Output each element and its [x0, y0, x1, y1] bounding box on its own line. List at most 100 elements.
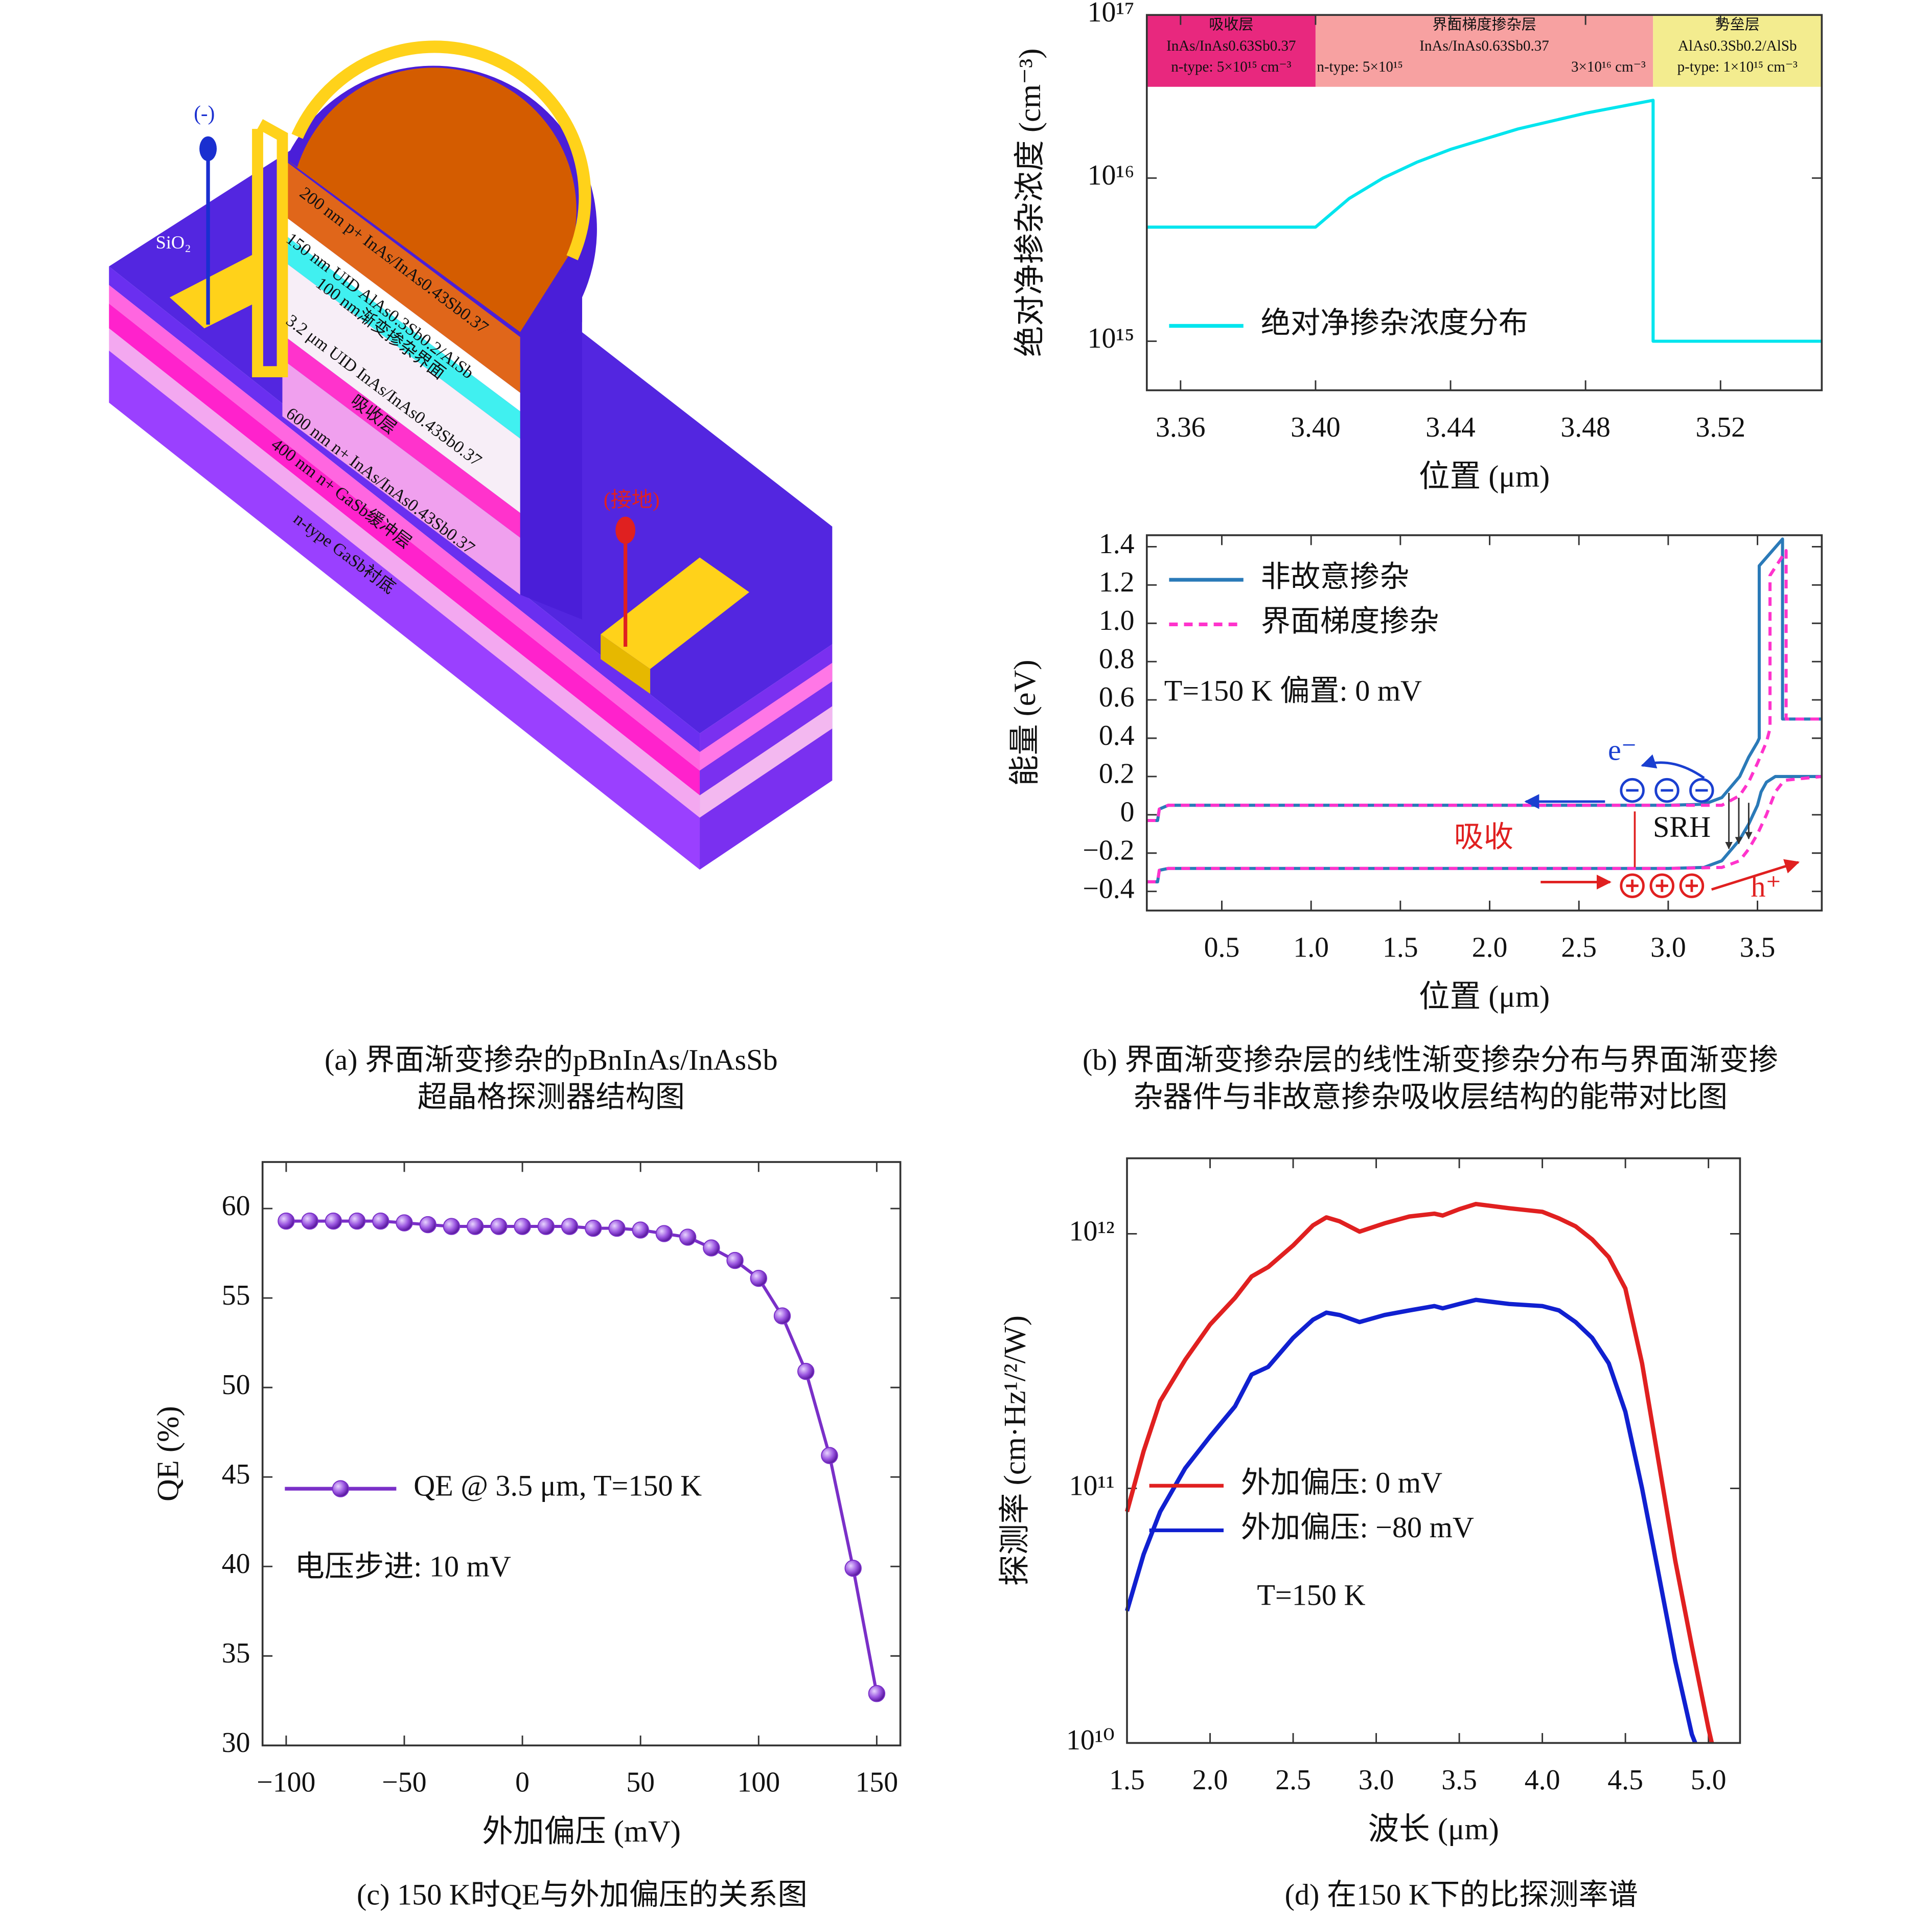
data-point: [325, 1212, 342, 1230]
y-tick-label: 10¹¹: [1069, 1470, 1115, 1501]
mesa-layer: [282, 260, 520, 513]
x-axis-label: 外加偏压 (mV): [482, 1815, 681, 1849]
y-tick-label: 1.0: [1099, 605, 1135, 636]
data-point: [844, 1559, 862, 1577]
data-point: [561, 1218, 579, 1235]
plot-frame: [261, 1161, 902, 1747]
mesa-layer: [282, 233, 520, 439]
caption: 杂器件与非故意掺杂吸收层结构的能带对比图: [1133, 1080, 1728, 1113]
data-point: [514, 1218, 531, 1235]
region-label: InAs/InAs0.63Sb0.37: [1166, 38, 1296, 54]
y-tick-label: 10¹⁶: [1088, 160, 1135, 191]
x-axis-label: 位置 (μm): [1419, 460, 1550, 494]
region-label: InAs/InAs0.63Sb0.37: [1419, 38, 1549, 54]
x-tick-label: 3.5: [1441, 1764, 1477, 1796]
x-tick-label: 150: [856, 1767, 899, 1798]
mesa-layer: [282, 334, 520, 538]
region-label: 势垒层: [1715, 16, 1760, 33]
legend-label: 外加偏压: −80 mV: [1241, 1511, 1474, 1544]
x-tick-label: 0.5: [1204, 931, 1240, 963]
region: [1315, 15, 1653, 87]
y-tick-label: 0.6: [1099, 681, 1135, 713]
legend-label: 绝对净掺杂浓度分布: [1261, 306, 1528, 339]
data-point: [301, 1212, 318, 1230]
y-tick-label: 35: [222, 1637, 250, 1669]
region-label: n-type: 5×10¹⁵: [1317, 59, 1402, 75]
chart: 0.5 1.0 1.5 2.0 2.5 3.0 3.5 1.4 1.2 1.0 0.8 0.6 0.4 0…: [1008, 528, 1823, 1014]
x-axis-label: 位置 (μm): [1419, 980, 1550, 1014]
series-line: [1146, 549, 1822, 883]
series-line: [1146, 537, 1822, 883]
region-label: 3×10¹⁶ cm⁻³: [1571, 59, 1646, 75]
plot-area: [262, 1162, 901, 1746]
top-contact: [291, 40, 591, 261]
contact-frame: [252, 119, 288, 377]
chart: 吸收层 InAs/InAs0.63Sb0.37 n-type: 5×10¹⁵ cm⁻…: [1013, 0, 1823, 494]
x-tick-label: 4.5: [1607, 1764, 1643, 1796]
annotation: 吸收: [1454, 820, 1513, 853]
annotation: SRH: [1653, 810, 1711, 844]
probe-tip: [615, 516, 636, 544]
data-point: [372, 1212, 389, 1230]
data-point: [632, 1221, 649, 1239]
y-tick-label: 10¹⁰: [1066, 1724, 1115, 1756]
plot-frame: [1145, 534, 1823, 912]
series-line: [1124, 1297, 1697, 1744]
data-point: [348, 1212, 366, 1230]
y-tick-label: 1.2: [1099, 566, 1135, 598]
chart: −100 −50 0 50 100 150 30 35 40 45 50 55 60 QE @ 3.5 μ…: [151, 1161, 902, 1849]
caption: 超晶格探测器结构图: [418, 1080, 685, 1113]
terminal-label: (接地): [604, 488, 660, 512]
x-tick-label: 100: [737, 1767, 780, 1798]
y-tick-label: 10¹⁷: [1088, 0, 1135, 28]
data-point: [703, 1239, 720, 1257]
terminal-label: (-): [194, 101, 215, 125]
layer-stripe: [109, 328, 700, 818]
y-tick-label: 10¹⁵: [1088, 323, 1135, 354]
region: [1653, 15, 1822, 87]
mesa-layer: [282, 214, 520, 412]
data-point: [679, 1228, 697, 1246]
layer-stripe: [109, 350, 700, 870]
x-tick-label: 0: [515, 1767, 530, 1798]
x-axis-label: 波长 (μm): [1368, 1812, 1499, 1847]
annotation: T=150 K 偏置: 0 mV: [1164, 674, 1422, 707]
y-tick-label: 45: [222, 1459, 250, 1490]
x-tick-label: 3.40: [1291, 412, 1341, 443]
region-label: 界面梯度掺杂层: [1432, 16, 1536, 33]
region-label: n-type: 5×10¹⁵ cm⁻³: [1171, 59, 1292, 75]
x-tick-label: 50: [626, 1767, 655, 1798]
mesa-side: [520, 297, 582, 620]
y-axis-label: 探测率 (cm·Hz¹/²/W): [998, 1315, 1032, 1586]
annotation: T=150 K: [1257, 1578, 1365, 1611]
y-tick-label: 40: [222, 1548, 250, 1580]
data-point: [396, 1214, 413, 1232]
x-tick-label: 3.36: [1156, 412, 1206, 443]
annotation: 电压步进: 10 mV: [295, 1550, 511, 1583]
data-point: [608, 1219, 626, 1237]
contact-pad: [169, 254, 254, 329]
caption: (c) 150 K时QE与外加偏压的关系图: [357, 1878, 808, 1911]
data-point: [821, 1447, 838, 1464]
x-tick-label: 2.0: [1192, 1764, 1228, 1796]
caption: (a) 界面渐变掺杂的pBnInAs/InAsSb: [325, 1043, 778, 1077]
x-tick-label: 3.0: [1650, 931, 1686, 963]
y-axis-label: 能量 (eV): [1008, 659, 1042, 786]
x-tick-label: 2.0: [1472, 931, 1508, 963]
arrow: [1641, 754, 1705, 779]
y-tick-label: 0.8: [1099, 643, 1135, 675]
data-point: [419, 1216, 436, 1234]
legend-label: QE @ 3.5 μm, T=150 K: [413, 1469, 702, 1502]
data-point: [466, 1218, 484, 1235]
x-tick-label: 1.5: [1109, 1764, 1145, 1796]
y-tick-label: 60: [222, 1190, 250, 1222]
mesa-layer: [282, 158, 520, 393]
layer-stripe: [109, 285, 700, 771]
annotation: e⁻: [1608, 734, 1637, 767]
x-tick-label: 3.44: [1425, 412, 1476, 443]
region-label: p-type: 1×10¹⁵ cm⁻³: [1677, 59, 1798, 75]
x-tick-label: 3.0: [1359, 1764, 1394, 1796]
region-label: 吸收层: [1209, 16, 1253, 33]
probe-tip: [199, 136, 217, 162]
